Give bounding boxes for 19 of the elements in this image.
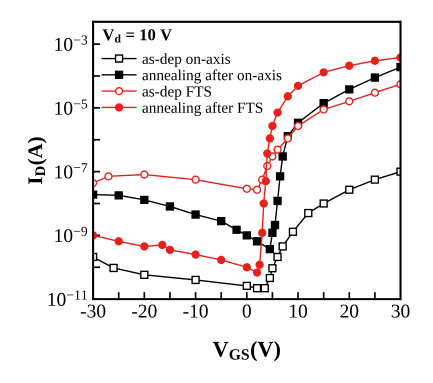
y-tick-label: 10$^{−7}$ [55,163,88,179]
y-tick-label: 10$^{−11}$ [48,290,87,306]
legend-label: annealing after on-axis [142,69,282,84]
y-tick-label: 10$^{−9}$ [55,226,88,242]
legend-label: annealing after FTS [142,102,262,116]
legend-label: as-dep FTS [142,86,212,100]
x-tick-label: 20 [340,304,358,318]
x-tick-label: -20 [132,304,157,318]
y-axis-title: I$_{D}$(A) [28,137,47,184]
x-tick-label: 30 [392,304,410,318]
x-tick-label: 10 [290,304,308,318]
x-tick-label: -30 [80,304,106,318]
annotation: V$_{d}$ = 10 V [102,29,172,43]
y-tick-label: 10$^{−3}$ [55,35,88,51]
x-tick-label: -10 [183,304,208,318]
x-axis-title: V$_{GS}$(V) [212,341,280,362]
y-tick-label: 10$^{−5}$ [55,99,88,115]
x-tick-label: 0 [242,304,251,318]
legend-label: as-dep on-axis [142,53,230,68]
